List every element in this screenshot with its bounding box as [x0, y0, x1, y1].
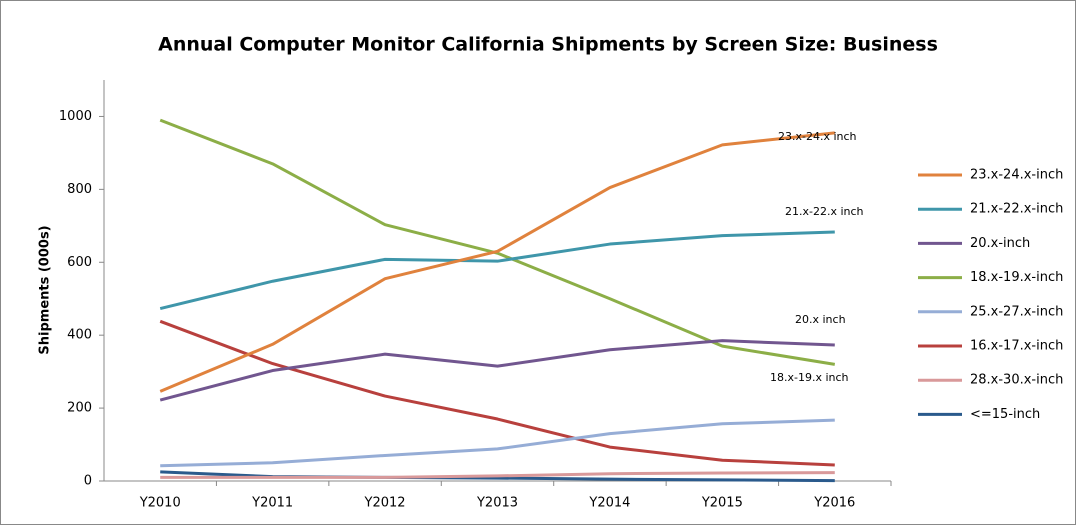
legend-label: <=15-inch [970, 407, 1040, 422]
x-tick-label: Y2016 [813, 496, 855, 511]
series-line [159, 230, 835, 311]
annotation: 23.x-24.x inch [778, 130, 857, 143]
y-tick-label: 400 [67, 328, 92, 343]
legend-label: 21.x-22.x-inch [970, 202, 1063, 217]
annotation: 20.x inch [795, 313, 846, 326]
x-tick-label: Y2014 [588, 496, 630, 511]
legend-label: 23.x-24.x-inch [970, 168, 1063, 183]
legend-label: 16.x-17.x-inch [970, 339, 1063, 354]
legend-label: 25.x-27.x-inch [970, 304, 1063, 319]
legend-label: 18.x-19.x-inch [970, 270, 1063, 285]
x-tick-label: Y2015 [701, 496, 743, 511]
legend-label: 28.x-30.x-inch [970, 373, 1063, 388]
x-tick-label: Y2010 [139, 496, 181, 511]
series-line [159, 118, 836, 366]
y-tick-label: 0 [84, 474, 92, 489]
x-tick-label: Y2011 [251, 496, 293, 511]
x-tick-label: Y2012 [364, 496, 406, 511]
legend-label: 20.x-inch [970, 236, 1030, 251]
series-line [159, 131, 835, 393]
x-tick-label: Y2013 [476, 496, 518, 511]
series-line [160, 418, 835, 468]
y-tick-label: 1000 [59, 109, 92, 124]
y-tick-label: 800 [67, 182, 92, 197]
chart-title: Annual Computer Monitor California Shipm… [158, 34, 938, 56]
series-line [159, 319, 835, 467]
annotation: 21.x-22.x inch [785, 205, 864, 218]
y-axis-label: Shipments (000s) [38, 225, 53, 354]
y-tick-label: 600 [67, 255, 92, 270]
y-tick-label: 200 [67, 401, 92, 416]
series-line [160, 471, 835, 479]
series-line [159, 339, 835, 402]
annotation: 18.x-19.x inch [770, 371, 849, 384]
